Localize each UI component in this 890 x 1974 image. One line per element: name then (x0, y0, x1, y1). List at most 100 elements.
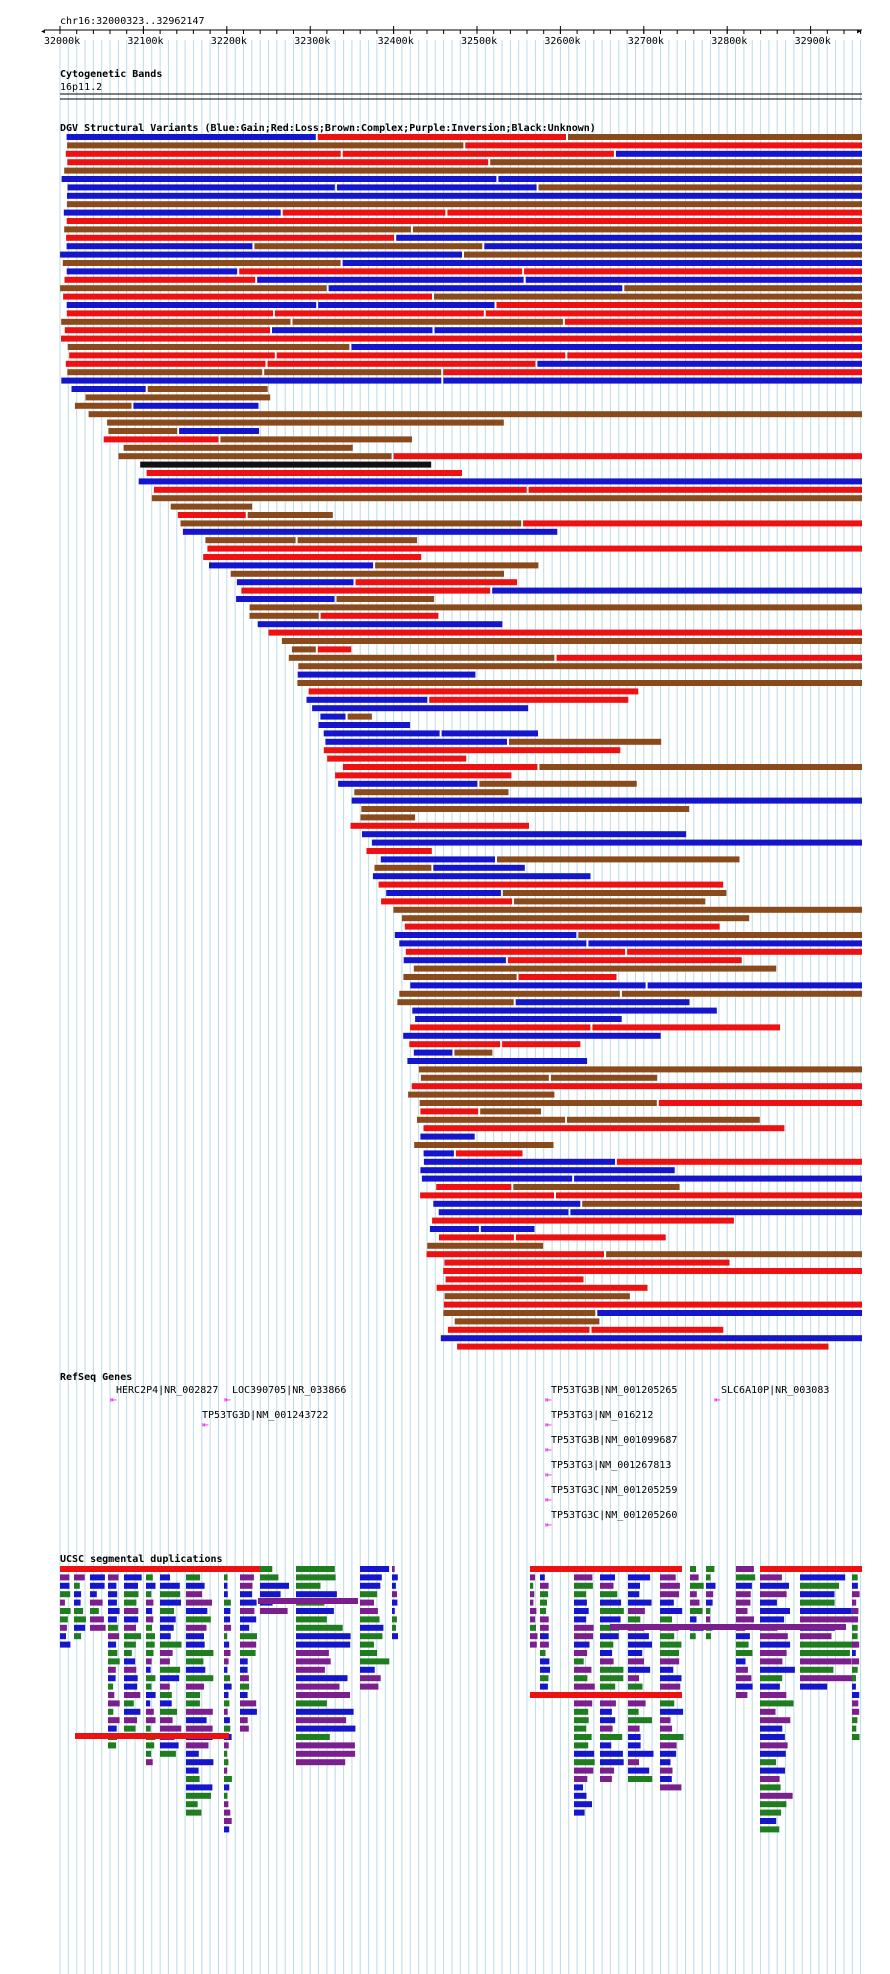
dgv-variant-loss[interactable] (268, 629, 863, 636)
segdup-block-green[interactable] (706, 1633, 711, 1640)
segdup-block-green[interactable] (760, 1784, 781, 1791)
dgv-variant-gain[interactable] (399, 940, 587, 947)
dgv-track[interactable]: DGV Structural Variants (Blue:Gain;Red:L… (60, 122, 863, 1350)
segdup-block-blue[interactable] (74, 1624, 86, 1631)
segdup-block-blue[interactable] (760, 1818, 777, 1824)
segdup-block-green[interactable] (108, 1658, 120, 1665)
segdup-block-purple[interactable] (760, 1717, 791, 1724)
segdup-block-blue[interactable] (108, 1675, 116, 1682)
segdup-block-green[interactable] (628, 1717, 652, 1724)
segdup-block-green[interactable] (360, 1633, 383, 1640)
segdup-block-purple[interactable] (160, 1650, 173, 1656)
segdup-block-green[interactable] (108, 1624, 118, 1631)
segdup-block-green[interactable] (124, 1633, 142, 1640)
dgv-variant-gain[interactable] (423, 1150, 454, 1157)
segdup-block-blue[interactable] (660, 1675, 682, 1682)
segdup-block-blue[interactable] (574, 1750, 595, 1757)
dgv-variant-gain[interactable] (421, 1175, 573, 1182)
segdup-block-blue[interactable] (706, 1582, 716, 1589)
segdup-block-purple[interactable] (186, 1708, 213, 1715)
segdup-block-blue[interactable] (760, 1582, 789, 1589)
segdup-block-blue[interactable] (392, 1633, 398, 1640)
segdup-block-blue[interactable] (600, 1742, 612, 1749)
segdup-block-purple[interactable] (124, 1692, 141, 1698)
segdup-block-green[interactable] (628, 1683, 643, 1690)
segdup-block-blue[interactable] (108, 1616, 117, 1623)
dgv-variant-loss[interactable] (507, 957, 742, 964)
dgv-variant-loss[interactable] (627, 948, 862, 955)
dgv-variant-loss[interactable] (276, 352, 566, 359)
segdup-block-blue[interactable] (240, 1624, 250, 1631)
segdup-block-green[interactable] (736, 1650, 753, 1656)
segdup-block-blue[interactable] (224, 1641, 230, 1648)
segdup-block-purple[interactable] (224, 1809, 231, 1816)
segdup-block-blue[interactable] (90, 1591, 97, 1598)
segdup-block-purple[interactable] (224, 1767, 228, 1774)
dgv-variant-loss[interactable] (355, 579, 518, 586)
dgv-variant-complex[interactable] (413, 965, 777, 972)
segdup-block-green[interactable] (186, 1700, 200, 1707)
segdup-block-green[interactable] (224, 1725, 231, 1732)
segdup-block-green[interactable] (296, 1700, 327, 1707)
dgv-variant-gain[interactable] (423, 1158, 615, 1165)
segdup-block-blue[interactable] (852, 1692, 860, 1698)
segdup-block-purple[interactable] (240, 1725, 249, 1732)
segdup-block-blue[interactable] (574, 1641, 590, 1648)
segdup-block-blue[interactable] (600, 1708, 612, 1715)
segdup-block-blue[interactable] (60, 1582, 70, 1589)
segdup-block-purple[interactable] (852, 1616, 857, 1623)
dgv-variant-complex[interactable] (490, 159, 862, 166)
segdup-block-green[interactable] (224, 1700, 230, 1707)
segdup-block-blue[interactable] (90, 1582, 105, 1589)
segdup-block-blue[interactable] (628, 1574, 651, 1581)
dgv-variant-complex[interactable] (354, 789, 509, 796)
dgv-variant-loss[interactable] (61, 335, 862, 342)
segdup-block-purple[interactable] (530, 1633, 538, 1640)
dgv-variant-gain[interactable] (257, 276, 524, 283)
dgv-variant-complex[interactable] (454, 1049, 493, 1056)
dgv-variant-gain[interactable] (209, 562, 374, 569)
segdup-block-green[interactable] (800, 1599, 835, 1606)
segdup-block-blue[interactable] (146, 1700, 151, 1707)
segdup-block-blue[interactable] (600, 1599, 622, 1606)
segdup-block-purple[interactable] (760, 1591, 787, 1598)
segdup-block-purple[interactable] (146, 1717, 156, 1724)
segdup-block-blue[interactable] (124, 1658, 136, 1665)
segdup-block-blue[interactable] (296, 1608, 334, 1614)
segdup-block-green[interactable] (852, 1624, 858, 1631)
segdup-block-purple[interactable] (224, 1624, 232, 1631)
segdup-block-purple[interactable] (530, 1616, 536, 1623)
dgv-variant-loss[interactable] (518, 974, 617, 980)
segdup-block-blue[interactable] (160, 1700, 172, 1707)
segdup-block-green[interactable] (146, 1633, 155, 1640)
segdup-block-green[interactable] (360, 1591, 378, 1598)
segdup-block-green[interactable] (852, 1717, 858, 1724)
segdup-block-purple[interactable] (760, 1633, 788, 1640)
dgv-variant-gain[interactable] (412, 1007, 717, 1014)
segdup-block-purple[interactable] (224, 1708, 228, 1715)
dgv-variant-gain[interactable] (312, 705, 529, 712)
dgv-variant-gain[interactable] (429, 1226, 479, 1232)
segdup-block-purple[interactable] (224, 1818, 232, 1824)
segdup-block-blue[interactable] (600, 1650, 613, 1656)
segdup-block-green[interactable] (660, 1650, 679, 1656)
segdup-block-purple[interactable] (574, 1650, 588, 1656)
dgv-variant-complex[interactable] (74, 402, 132, 409)
segdup-block-green[interactable] (124, 1599, 137, 1606)
segdup-block-blue[interactable] (690, 1616, 697, 1623)
segdup-block-purple[interactable] (240, 1717, 248, 1724)
dgv-variant-loss[interactable] (592, 1024, 781, 1031)
segdup-block-green[interactable] (160, 1666, 181, 1673)
segdup-block-purple[interactable] (60, 1599, 65, 1606)
segdup-block-blue[interactable] (628, 1734, 641, 1740)
segdup-block-green[interactable] (628, 1616, 641, 1623)
segdup-block-green[interactable] (296, 1624, 343, 1631)
segdup-block-blue[interactable] (224, 1608, 231, 1614)
segdup-block-purple[interactable] (540, 1641, 549, 1648)
dgv-variant-complex[interactable] (108, 428, 178, 434)
segdup-block-blue[interactable] (600, 1633, 619, 1640)
dgv-variant-complex[interactable] (464, 251, 862, 258)
segdup-block-purple[interactable] (160, 1683, 170, 1690)
dgv-variant-complex[interactable] (509, 738, 662, 745)
dgv-variant-gain[interactable] (438, 1209, 569, 1216)
